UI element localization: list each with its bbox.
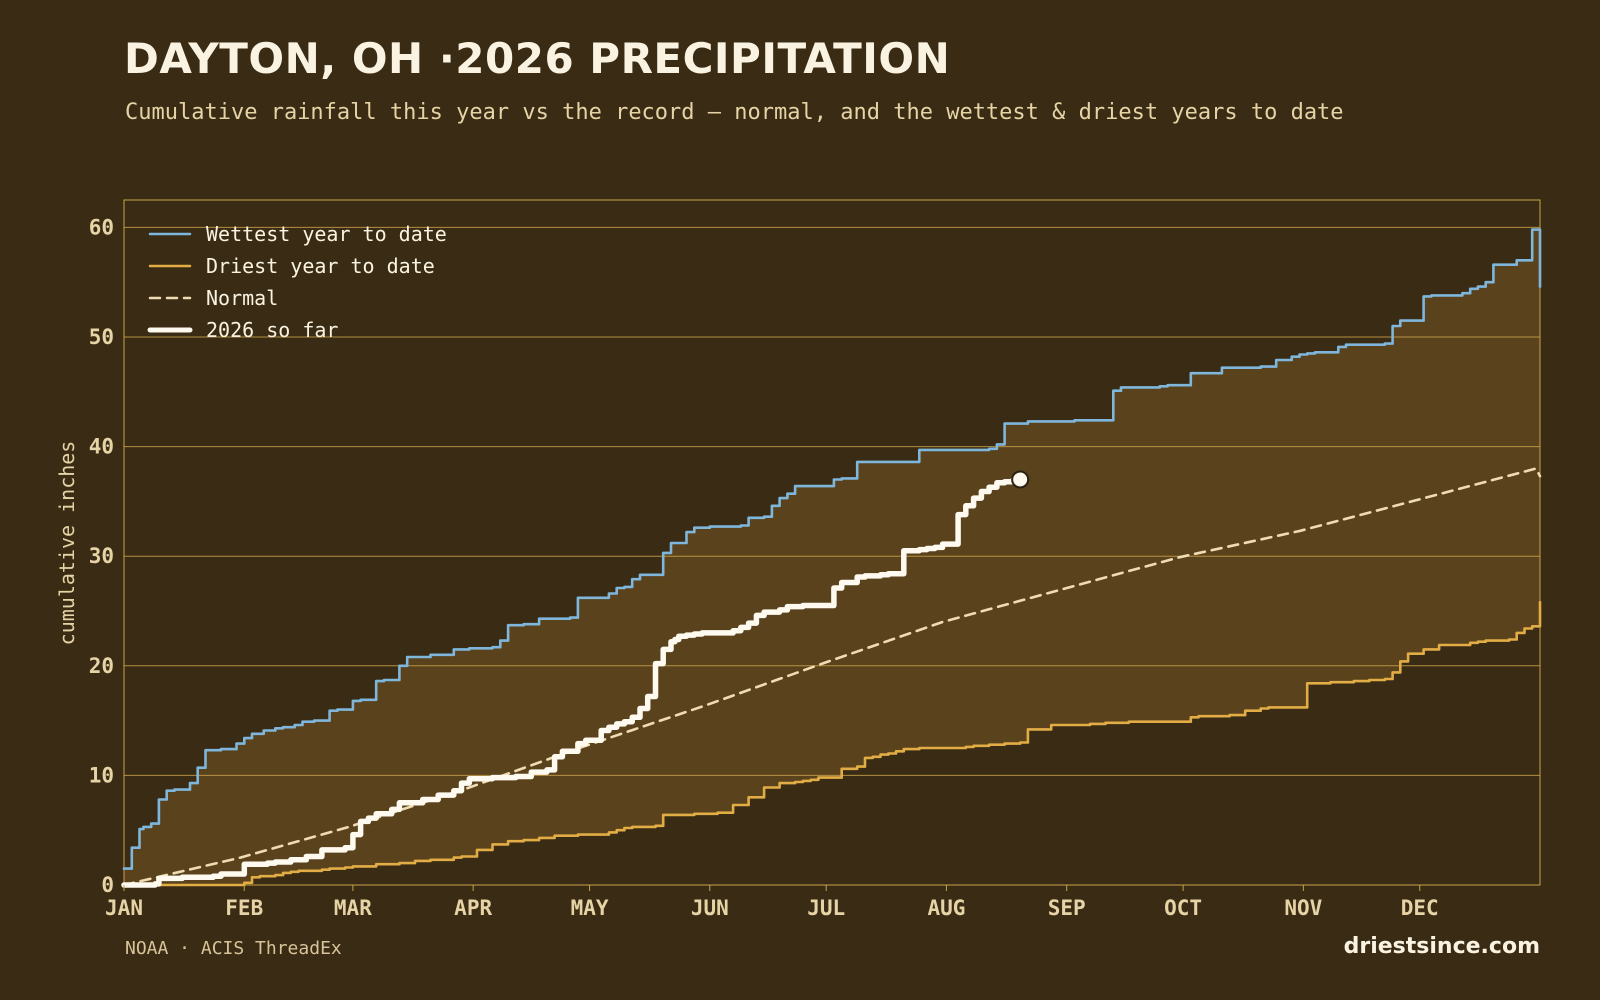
chart-subtitle: Cumulative rainfall this year vs the rec…: [125, 100, 1344, 125]
x-tick-label: DEC: [1401, 896, 1439, 920]
x-tick-label: MAY: [571, 896, 609, 920]
y-tick-label: 50: [89, 325, 114, 349]
y-tick-label: 0: [101, 873, 114, 897]
current-year-line: [121, 476, 1023, 888]
site-link[interactable]: driestsince.com: [1343, 934, 1540, 959]
legend-label: Normal: [206, 286, 278, 310]
x-tick-label: SEP: [1048, 896, 1086, 920]
chart-title: DAYTON, OH ·2026 PRECIPITATION: [124, 34, 951, 83]
x-tick-label: MAR: [334, 896, 372, 920]
x-tick-label: NOV: [1284, 896, 1322, 920]
y-axis-label: cumulative inches: [55, 441, 79, 646]
legend-label: Wettest year to date: [206, 222, 447, 246]
legend-label: 2026 so far: [206, 318, 338, 342]
y-tick-label: 30: [89, 544, 114, 568]
y-tick-label: 20: [89, 654, 114, 678]
current-year-end-marker: [1011, 470, 1030, 489]
data-source: NOAA · ACIS ThreadEx: [125, 938, 342, 959]
plot-frame: [123, 199, 1541, 886]
wettest-year-line: [122, 228, 1542, 870]
y-tick-label: 60: [89, 215, 114, 239]
x-tick-label: APR: [454, 896, 492, 920]
normal-line: [122, 467, 1542, 887]
x-tick-label: JAN: [105, 896, 143, 920]
x-tick-label: FEB: [225, 896, 263, 920]
series-layer: [121, 228, 1542, 888]
legend: Wettest year to date Driest year to date N…: [147, 222, 447, 342]
y-tick-label: 10: [89, 763, 114, 787]
grid-layer: [123, 199, 1541, 886]
driest-year-line: [122, 600, 1542, 887]
axis-layer: 0 10 20 30 40 50 60 JAN FEB MAR APR MAY JUN JUL AUG SEP…: [89, 215, 1439, 920]
y-tick-label: 40: [89, 435, 114, 459]
legend-label: Driest year to date: [206, 254, 435, 278]
x-tick-label: AUG: [927, 896, 965, 920]
x-tick-label: JUN: [691, 896, 729, 920]
x-tick-label: JUL: [807, 896, 845, 920]
x-tick-label: OCT: [1164, 896, 1202, 920]
